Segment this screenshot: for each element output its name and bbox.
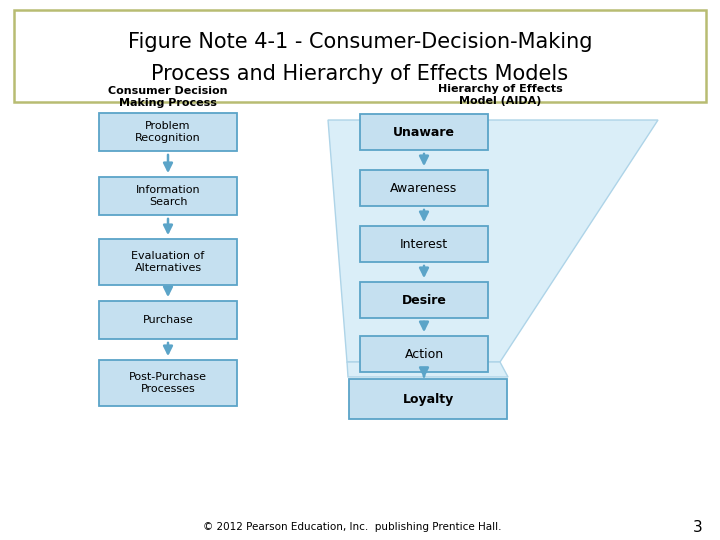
Text: Unaware: Unaware — [393, 125, 455, 138]
FancyBboxPatch shape — [99, 113, 237, 151]
Text: Awareness: Awareness — [390, 181, 458, 194]
Text: Figure Note 4-1 - Consumer-Decision-Making: Figure Note 4-1 - Consumer-Decision-Maki… — [127, 32, 593, 52]
FancyBboxPatch shape — [360, 282, 488, 318]
FancyBboxPatch shape — [349, 379, 507, 419]
Text: 3: 3 — [693, 519, 703, 535]
Polygon shape — [328, 120, 658, 362]
FancyBboxPatch shape — [99, 239, 237, 285]
FancyBboxPatch shape — [360, 114, 488, 150]
Text: Process and Hierarchy of Effects Models: Process and Hierarchy of Effects Models — [151, 64, 569, 84]
Text: © 2012 Pearson Education, Inc.  publishing Prentice Hall.: © 2012 Pearson Education, Inc. publishin… — [203, 522, 501, 532]
FancyBboxPatch shape — [360, 336, 488, 372]
Text: Information
Search: Information Search — [135, 185, 200, 207]
FancyBboxPatch shape — [360, 226, 488, 262]
Text: Purchase: Purchase — [143, 315, 194, 325]
FancyBboxPatch shape — [99, 360, 237, 406]
Text: Loyalty: Loyalty — [402, 393, 454, 406]
FancyBboxPatch shape — [99, 177, 237, 215]
Text: Desire: Desire — [402, 294, 446, 307]
Text: Hierarchy of Effects
Model (AIDA): Hierarchy of Effects Model (AIDA) — [438, 84, 562, 106]
FancyBboxPatch shape — [99, 301, 237, 339]
Polygon shape — [347, 362, 508, 377]
Text: Post-Purchase
Processes: Post-Purchase Processes — [129, 372, 207, 394]
Text: Consumer Decision
Making Process: Consumer Decision Making Process — [108, 86, 228, 108]
Text: Problem
Recognition: Problem Recognition — [135, 121, 201, 143]
Text: Evaluation of
Alternatives: Evaluation of Alternatives — [131, 251, 204, 273]
FancyBboxPatch shape — [14, 10, 706, 102]
FancyBboxPatch shape — [360, 170, 488, 206]
Text: Action: Action — [405, 348, 444, 361]
Text: Interest: Interest — [400, 238, 448, 251]
